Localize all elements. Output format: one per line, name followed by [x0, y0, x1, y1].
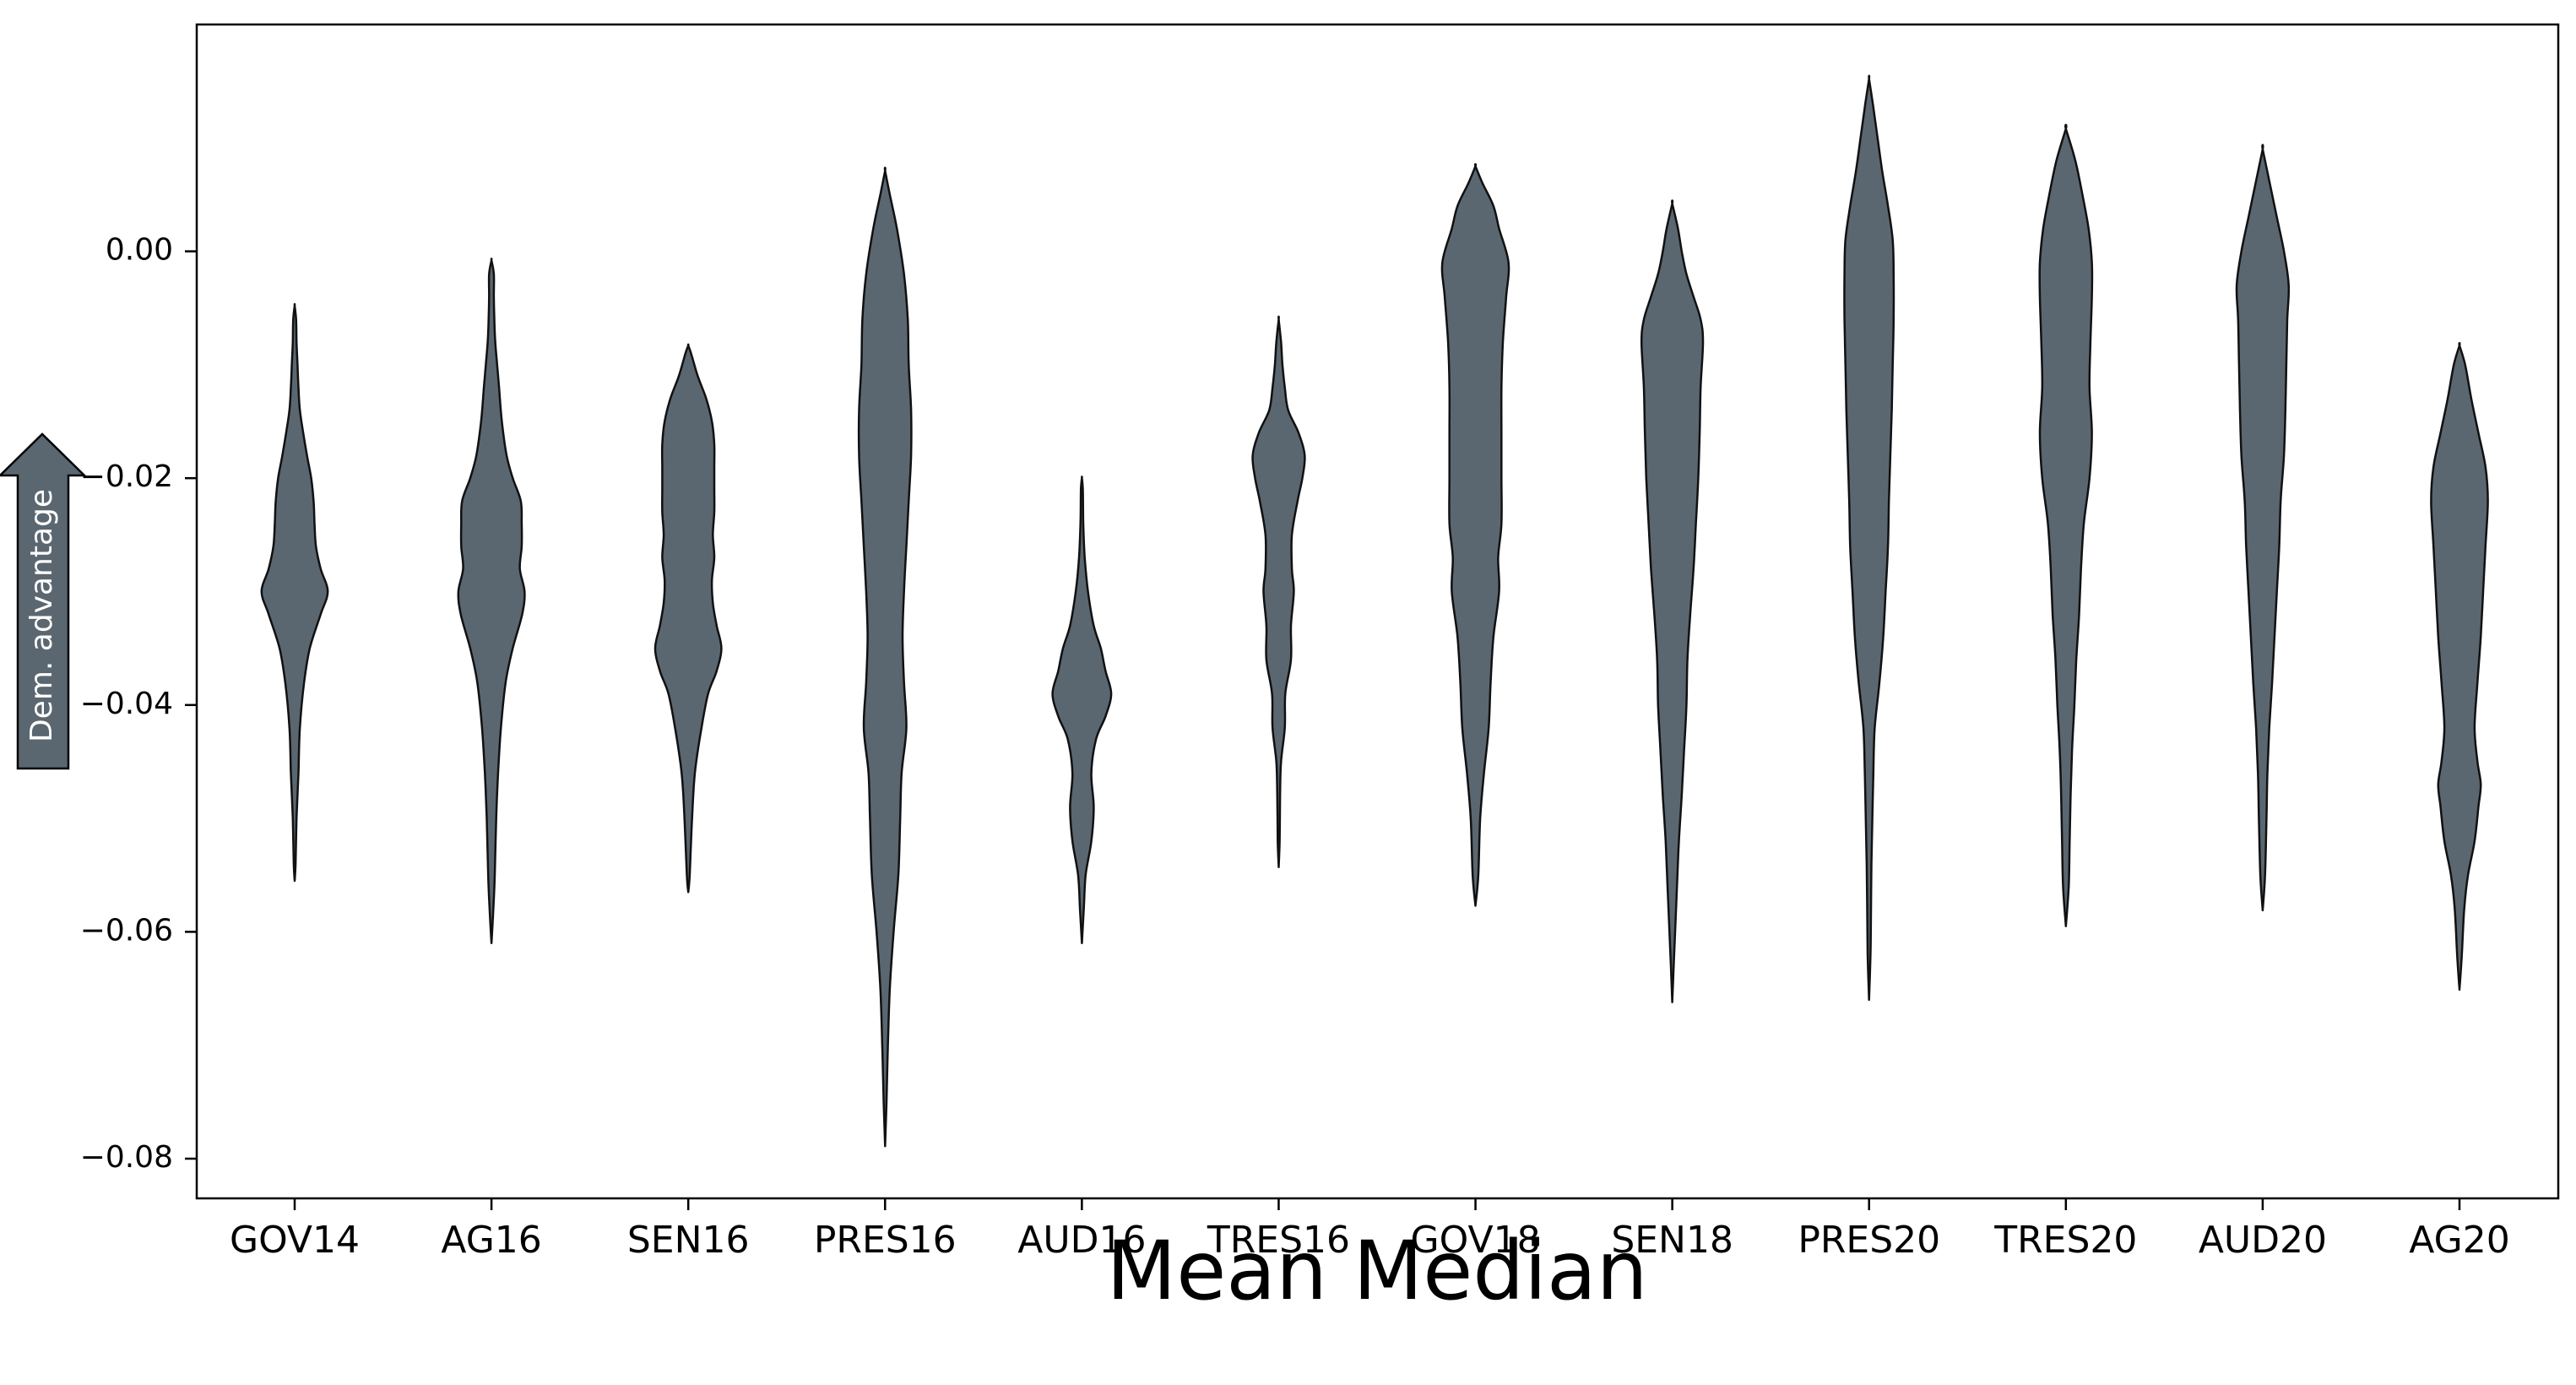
- dem-advantage-arrow: Dem. advantage: [0, 432, 88, 770]
- x-tick-label-gov18: GOV18: [1411, 1219, 1541, 1262]
- violin-ag16: [457, 258, 526, 945]
- violin-ag20: [2430, 342, 2489, 991]
- y-tick-label: −0.04: [80, 687, 173, 721]
- x-tick-label-pres20: PRES20: [1798, 1219, 1940, 1262]
- up-arrow-icon: [0, 432, 88, 770]
- violin-tres20: [2038, 123, 2094, 927]
- y-tick-label: −0.08: [80, 1140, 173, 1175]
- x-tick-label-pres16: PRES16: [814, 1219, 957, 1262]
- x-axis-label: Mean Median: [1106, 1224, 1647, 1318]
- violin-gov18: [1440, 163, 1510, 907]
- violin-aud20: [2235, 144, 2291, 912]
- plot-frame: [195, 23, 2560, 1200]
- y-axis-annotation: Dem. advantage: [24, 489, 59, 742]
- violin-sen16: [653, 343, 723, 893]
- x-tick-label-tres16: TRES16: [1207, 1219, 1350, 1262]
- y-tick-label: −0.02: [80, 459, 173, 494]
- violin-pres20: [1843, 74, 1895, 1002]
- violin-gov14: [260, 302, 329, 883]
- x-tick-label-aud16: AUD16: [1017, 1219, 1146, 1262]
- violin-sen18: [1640, 199, 1705, 1003]
- y-axis: 0.00 −0.02 −0.04 −0.06 −0.08: [80, 233, 197, 1175]
- violin-pres16: [857, 166, 913, 1148]
- violin-tres16: [1251, 315, 1306, 869]
- x-tick-label-gov14: GOV14: [230, 1219, 360, 1262]
- y-tick-label: −0.06: [80, 913, 173, 948]
- x-tick-label-aud20: AUD20: [2199, 1219, 2327, 1262]
- x-tick-label-ag20: AG20: [2409, 1219, 2509, 1262]
- violin-aud16: [1051, 475, 1113, 945]
- x-tick-label-tres20: TRES20: [1993, 1219, 2137, 1262]
- x-tick-label-ag16: AG16: [441, 1219, 541, 1262]
- violin-group: [260, 74, 2489, 1148]
- x-tick-label-sen16: SEN16: [627, 1219, 750, 1262]
- y-tick-label: 0.00: [106, 233, 173, 268]
- x-axis: GOV14 AG16 SEN16 PRES16 AUD16 TRES16 GOV18 SEN1…: [230, 1198, 2510, 1262]
- x-tick-label-sen18: SEN18: [1611, 1219, 1733, 1262]
